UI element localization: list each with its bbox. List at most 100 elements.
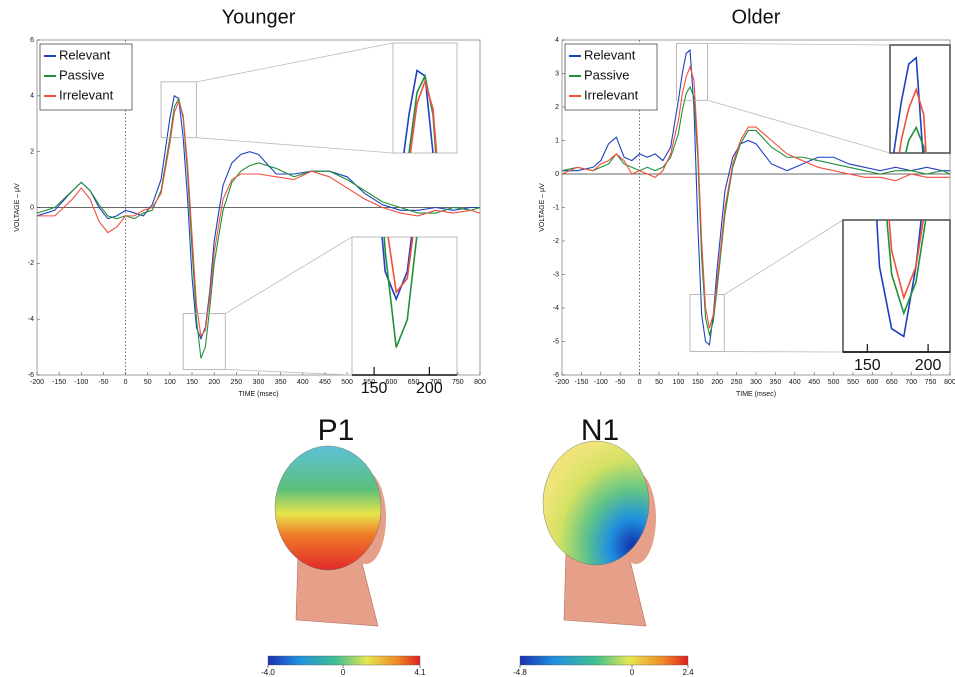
series-line bbox=[562, 48, 950, 346]
inset-tick-label: 200 bbox=[416, 380, 443, 397]
y-tick-label: -2 bbox=[28, 260, 34, 267]
chart-title: Younger bbox=[222, 6, 296, 28]
series-line bbox=[387, 237, 414, 295]
x-tick-label: 50 bbox=[655, 379, 663, 386]
x-tick-label: 100 bbox=[673, 379, 685, 386]
colorbar bbox=[519, 655, 689, 666]
x-tick-label: -50 bbox=[615, 379, 625, 386]
x-tick-label: 650 bbox=[886, 379, 898, 386]
x-tick-label: 0 bbox=[638, 379, 642, 386]
x-tick-label: 600 bbox=[867, 379, 879, 386]
x-tick-label: 150 bbox=[186, 379, 198, 386]
x-axis-label: TIME (msec) bbox=[238, 391, 278, 398]
colorbar-label: -4.0 bbox=[261, 668, 275, 677]
x-tick-label: 350 bbox=[275, 379, 287, 386]
y-tick-label: -4 bbox=[553, 305, 559, 312]
x-tick-label: -100 bbox=[74, 379, 88, 386]
x-tick-label: 750 bbox=[925, 379, 937, 386]
x-tick-label: 750 bbox=[452, 379, 464, 386]
x-tick-label: 300 bbox=[253, 379, 265, 386]
x-tick-label: -150 bbox=[574, 379, 588, 386]
y-tick-label: 3 bbox=[555, 70, 559, 77]
zoom-connector bbox=[707, 42, 891, 46]
x-tick-label: 200 bbox=[208, 379, 220, 386]
topo-title: N1 bbox=[581, 414, 619, 447]
inset-series bbox=[381, 237, 418, 348]
x-tick-label: -100 bbox=[594, 379, 608, 386]
series-line bbox=[886, 220, 927, 316]
zoom-connector bbox=[225, 236, 353, 314]
legend-label: Irrelevant bbox=[584, 87, 639, 102]
colorbar-label: -4.8 bbox=[513, 668, 527, 677]
inset-series bbox=[875, 220, 927, 338]
x-tick-label: 0 bbox=[124, 379, 128, 386]
y-tick-label: -3 bbox=[553, 271, 559, 278]
series-line bbox=[888, 220, 925, 301]
topo-title: P1 bbox=[318, 414, 355, 447]
x-tick-label: 450 bbox=[319, 379, 331, 386]
inset-tick-label: 150 bbox=[361, 380, 388, 397]
inset-tick-label: 200 bbox=[915, 357, 942, 374]
x-tick-label: 350 bbox=[770, 379, 782, 386]
x-tick-label: 250 bbox=[231, 379, 243, 386]
x-tick-label: 600 bbox=[386, 379, 398, 386]
x-tick-label: -50 bbox=[98, 379, 108, 386]
series-line bbox=[875, 220, 922, 338]
y-tick-label: 6 bbox=[30, 37, 34, 44]
x-axis-label: TIME (msec) bbox=[736, 391, 776, 398]
legend-label: Passive bbox=[59, 67, 105, 82]
x-tick-label: 500 bbox=[828, 379, 840, 386]
series-line bbox=[37, 99, 480, 338]
x-tick-label: 550 bbox=[363, 379, 375, 386]
colorbar-label: 0 bbox=[630, 668, 635, 677]
y-axis-label: VOLTAGE – μV bbox=[14, 183, 21, 232]
colorbar-label: 0 bbox=[341, 668, 346, 677]
x-tick-label: 400 bbox=[789, 379, 801, 386]
zoom-source bbox=[182, 313, 226, 370]
y-tick-label: -4 bbox=[28, 316, 34, 323]
legend-label: Irrelevant bbox=[59, 87, 114, 102]
series-line bbox=[37, 97, 480, 359]
inset-box bbox=[392, 42, 458, 154]
series-group bbox=[562, 48, 950, 346]
y-tick-label: 2 bbox=[555, 104, 559, 111]
colorbar-label: 4.1 bbox=[414, 668, 426, 677]
legend-label: Relevant bbox=[584, 47, 636, 62]
zoom-connector bbox=[225, 369, 353, 376]
y-tick-label: -2 bbox=[553, 238, 559, 245]
series-group bbox=[37, 94, 480, 359]
x-tick-label: -200 bbox=[30, 379, 44, 386]
y-tick-label: 4 bbox=[30, 93, 34, 100]
x-tick-label: 100 bbox=[164, 379, 176, 386]
x-tick-label: 50 bbox=[144, 379, 152, 386]
y-tick-label: -6 bbox=[28, 372, 34, 379]
zoom-source bbox=[160, 81, 197, 139]
chart-title: Older bbox=[732, 6, 781, 28]
head-p1 bbox=[274, 445, 386, 627]
head-n1 bbox=[542, 440, 656, 627]
inset-tick-label: 150 bbox=[854, 357, 881, 374]
x-tick-label: 500 bbox=[341, 379, 353, 386]
zoom-connector bbox=[707, 99, 891, 154]
x-tick-label: -200 bbox=[555, 379, 569, 386]
colorbar-label: 2.4 bbox=[682, 668, 694, 677]
zoom-source bbox=[689, 294, 725, 352]
series-line bbox=[562, 85, 950, 337]
x-tick-label: 400 bbox=[297, 379, 309, 386]
y-tick-label: -6 bbox=[553, 372, 559, 379]
x-tick-label: 200 bbox=[711, 379, 723, 386]
y-tick-label: -5 bbox=[553, 338, 559, 345]
x-tick-label: 700 bbox=[430, 379, 442, 386]
series-line bbox=[383, 237, 418, 348]
x-tick-label: -150 bbox=[52, 379, 66, 386]
y-tick-label: -1 bbox=[553, 204, 559, 211]
x-tick-label: 700 bbox=[905, 379, 917, 386]
inset-box bbox=[842, 219, 951, 353]
zoom-connector bbox=[196, 137, 394, 154]
y-tick-label: 4 bbox=[555, 37, 559, 44]
x-tick-label: 450 bbox=[808, 379, 820, 386]
y-tick-label: 1 bbox=[555, 137, 559, 144]
zoom-source bbox=[676, 42, 708, 101]
x-tick-label: 650 bbox=[408, 379, 420, 386]
x-tick-label: 250 bbox=[731, 379, 743, 386]
